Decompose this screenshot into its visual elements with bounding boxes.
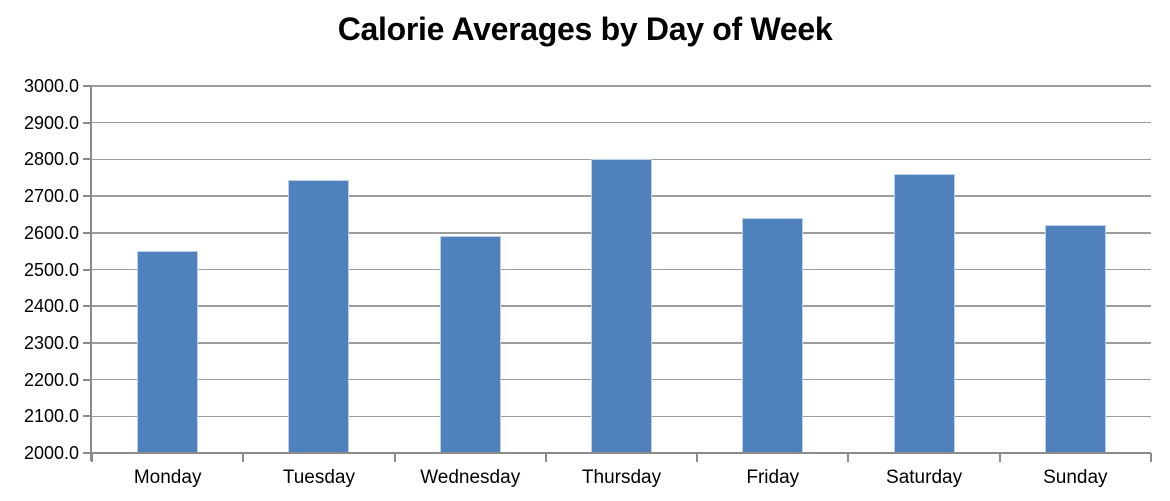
y-axis-label: 2100.0 [23,406,79,427]
y-axis-label: 2300.0 [23,332,79,353]
y-axis-label: 2900.0 [23,112,79,133]
gridline [92,85,1151,87]
bar-tuesday [288,179,350,453]
y-axis-tick [83,268,92,271]
x-axis-tick [393,453,396,462]
y-axis-line [90,85,92,461]
y-axis-tick [83,341,92,344]
x-axis-line [92,452,1151,454]
chart-title: Calorie Averages by Day of Week [337,11,833,47]
x-axis-tick [544,453,547,462]
y-axis-tick [83,85,92,87]
bar-saturday [893,174,955,453]
y-axis-tick [83,452,92,454]
plot-area: 2000.0 2100.0 2200.0 2300.0 2400.0 2500.0 2600… [24,76,1152,488]
y-axis-label: 2700.0 [23,186,79,207]
x-axis-tick [998,453,1001,462]
x-axis-label-wednesday: Wednesday [420,467,521,488]
x-axis-tick [91,453,93,462]
y-axis-label: 2200.0 [23,369,79,390]
y-axis-label: 2800.0 [23,149,79,170]
y-axis-label: 2400.0 [23,296,79,317]
y-axis-tick [83,195,92,198]
y-axis-tick [83,305,92,308]
y-axis-tick [83,415,92,418]
y-axis-label: 2500.0 [23,259,79,280]
x-axis-tick [242,453,245,462]
y-axis-label: 3000.0 [23,76,79,96]
x-axis-tick [1150,453,1152,462]
y-axis-label: 2000.0 [23,443,79,463]
x-axis-tick [696,453,699,462]
x-axis-label-saturday: Saturday [886,467,963,488]
x-axis-label-monday: Monday [133,467,202,488]
y-axis-tick [83,121,92,124]
x-axis-label-sunday: Sunday [1043,467,1108,488]
bar-thursday [591,159,652,453]
y-axis-tick [83,158,92,161]
bar-monday [137,251,199,453]
bar-friday [742,218,804,453]
gridline [92,121,1151,124]
y-axis-tick [83,378,92,381]
bar-wednesday [439,236,501,453]
x-axis-label-friday: Friday [746,467,800,488]
x-axis-label-tuesday: Tuesday [282,467,355,488]
y-axis-label: 2600.0 [23,222,79,243]
x-axis-label-thursday: Thursday [581,467,662,488]
y-axis-tick [83,231,92,234]
bar-sunday [1044,225,1106,453]
x-axis-tick [847,453,850,462]
